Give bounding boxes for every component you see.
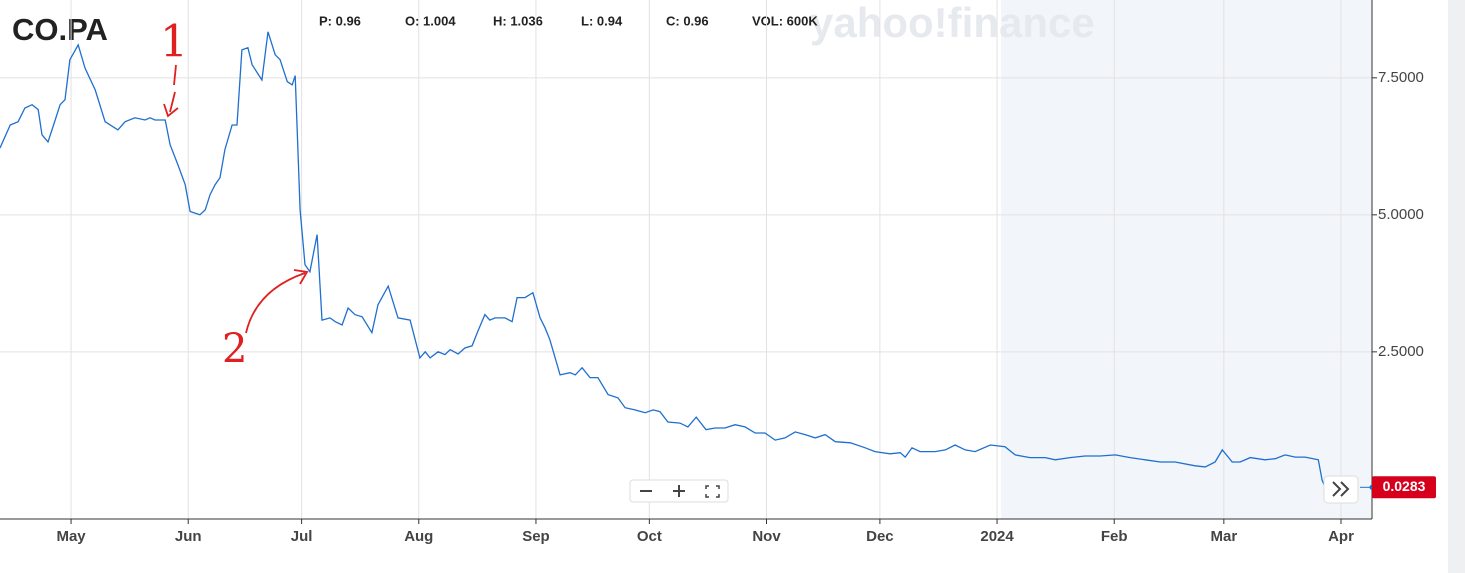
- x-tick-label: Jul: [291, 528, 313, 545]
- plot: 0.0283: [0, 31, 1436, 499]
- zoom-controls[interactable]: [629, 479, 729, 503]
- y-tick-label: 2.5000: [1378, 343, 1424, 360]
- chart-title: CO.PA: [12, 12, 108, 47]
- watermark: yahoo!finance: [810, 0, 1095, 46]
- grid: 2.5000 5.0000 7.5000 May Jun Jul Aug Sep Oct Nov D…: [0, 0, 1424, 545]
- x-tick-label: Aug: [404, 528, 433, 545]
- stat: VOL: 600K: [752, 13, 818, 28]
- x-tick-label: May: [56, 528, 86, 545]
- x-tick-label: Sep: [522, 528, 550, 545]
- annotation-2: 2: [222, 269, 309, 372]
- annotation-1: 1: [160, 17, 188, 118]
- stat: H: 1.036: [493, 13, 543, 28]
- stat: P: 0.96: [319, 13, 361, 28]
- price-tag: [1372, 476, 1436, 499]
- x-tick-label: Dec: [866, 528, 894, 545]
- stats: P: 0.96 O: 1.004 H: 1.036 L: 0.94 C: 0.96 VOL…: [319, 13, 818, 28]
- stat: L: 0.94: [581, 13, 623, 28]
- x-tick-label: Oct: [637, 528, 662, 545]
- x-tick-label: 2024: [980, 528, 1014, 545]
- scroll-button[interactable]: [1323, 475, 1359, 504]
- y-tick-label: 5.0000: [1378, 206, 1424, 223]
- price-label: 0.0283: [1383, 478, 1426, 494]
- x-tick-label: Feb: [1101, 528, 1128, 545]
- stat: O: 1.004: [405, 13, 456, 28]
- annotation: 1: [160, 17, 188, 68]
- future-band: [1001, 0, 1372, 519]
- annotation: 2: [222, 326, 247, 372]
- x-tick-label: Apr: [1328, 528, 1354, 545]
- y-tick-label: 7.5000: [1378, 69, 1424, 86]
- price-line: [0, 31, 1326, 488]
- x-tick-label: Jun: [175, 528, 202, 545]
- scroll-strip: [1448, 0, 1465, 573]
- x-tick-label: Nov: [752, 528, 781, 545]
- x-tick-label: Mar: [1210, 528, 1237, 545]
- stat: C: 0.96: [666, 13, 709, 28]
